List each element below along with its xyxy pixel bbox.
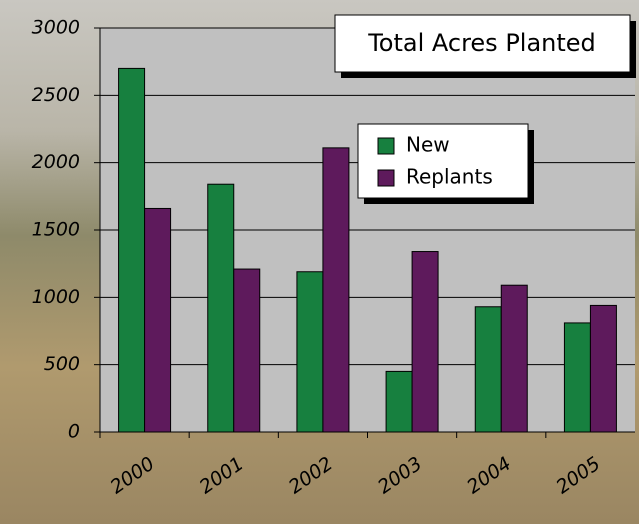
y-tick-label: 0 — [68, 421, 80, 443]
legend-swatch — [377, 169, 395, 187]
bar — [411, 251, 439, 433]
legend-label: New — [406, 133, 450, 157]
bar — [207, 183, 235, 433]
bar — [385, 370, 413, 433]
y-tick-label: 1000 — [32, 286, 80, 308]
y-tick-label: 2500 — [32, 84, 80, 106]
legend-swatch — [377, 137, 395, 155]
y-tick-label: 2000 — [32, 151, 80, 173]
bar — [322, 147, 350, 433]
title-box — [334, 14, 631, 73]
bar — [500, 284, 528, 433]
legend-label: Replants — [406, 165, 493, 189]
bar — [144, 207, 172, 433]
bar — [118, 67, 146, 433]
bar — [589, 304, 617, 433]
bar — [474, 306, 502, 433]
bar — [233, 268, 261, 433]
bar — [296, 271, 324, 433]
bar — [563, 322, 591, 433]
chart-title: Total Acres Planted — [367, 29, 596, 57]
y-tick-label: 1500 — [32, 219, 80, 241]
y-tick-label: 500 — [44, 353, 80, 375]
y-tick-label: 3000 — [32, 17, 80, 39]
